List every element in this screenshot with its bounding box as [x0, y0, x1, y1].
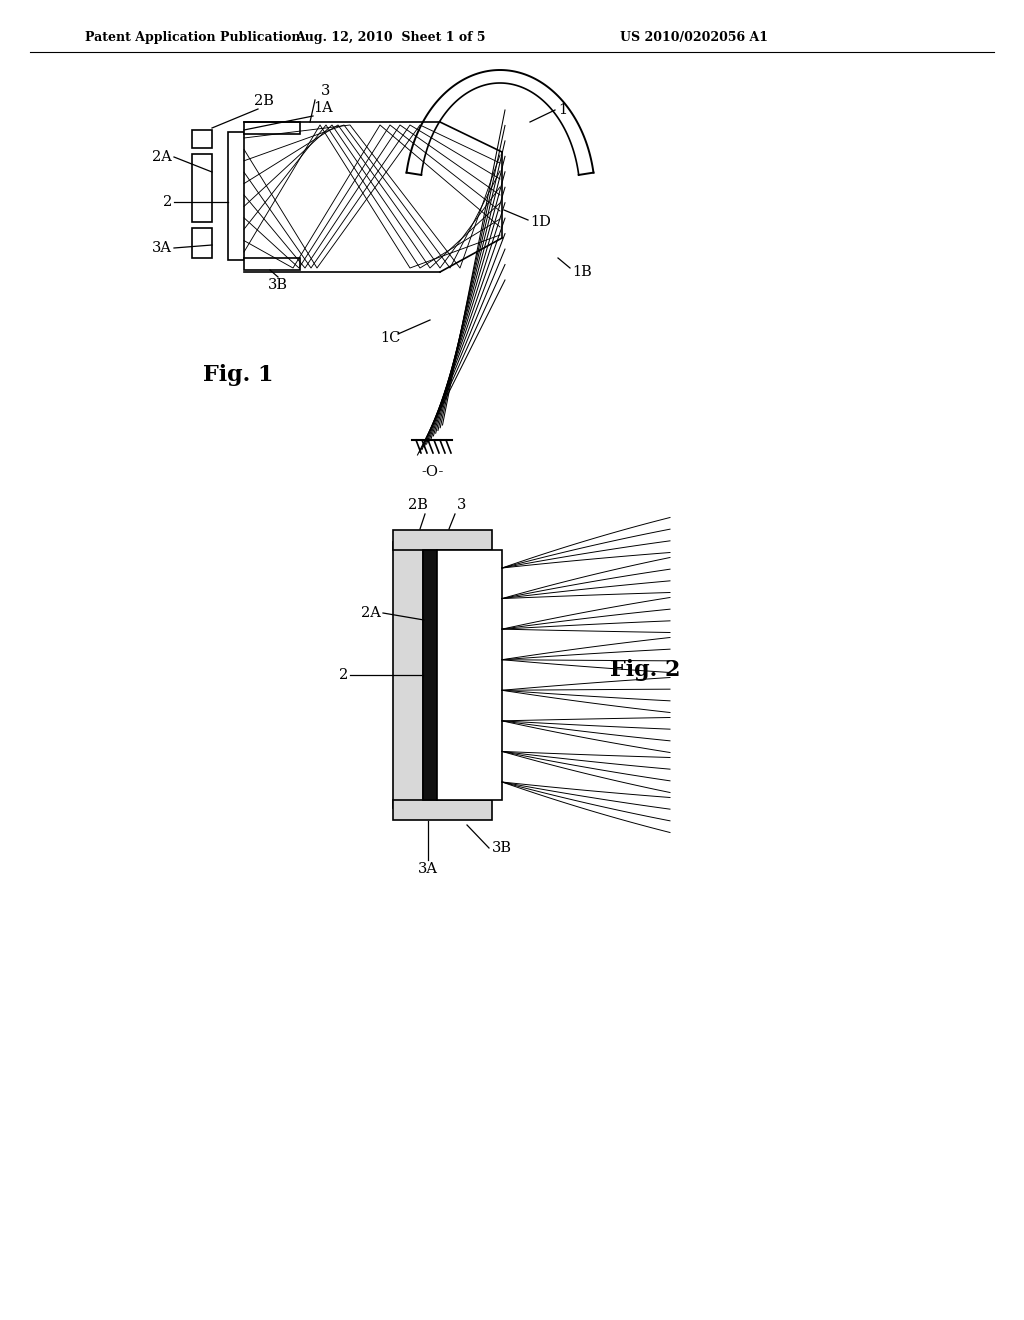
Text: 3B: 3B	[492, 841, 512, 855]
Text: 1D: 1D	[530, 215, 551, 228]
Text: 2: 2	[163, 195, 172, 209]
Text: 2B: 2B	[254, 94, 274, 108]
Bar	[228, 132, 244, 260]
Bar	[193, 228, 212, 257]
Bar	[244, 121, 300, 135]
Text: 3A: 3A	[152, 242, 172, 255]
Text: 3: 3	[322, 84, 331, 98]
Bar	[393, 531, 492, 550]
Bar	[437, 550, 502, 800]
Bar	[393, 543, 423, 808]
Text: 1: 1	[558, 103, 567, 117]
Bar	[193, 129, 212, 148]
Text: Patent Application Publication: Patent Application Publication	[85, 30, 300, 44]
Text: 1C: 1C	[380, 331, 400, 345]
Text: Fig. 2: Fig. 2	[609, 659, 680, 681]
Text: 2A: 2A	[361, 606, 381, 620]
Text: 2B: 2B	[408, 498, 428, 512]
Text: 3: 3	[457, 498, 466, 512]
Text: 1A: 1A	[313, 102, 333, 115]
Text: Fig. 1: Fig. 1	[203, 364, 273, 385]
Text: 1B: 1B	[572, 265, 592, 279]
Text: US 2010/0202056 A1: US 2010/0202056 A1	[620, 30, 768, 44]
Text: 3A: 3A	[418, 862, 438, 876]
Bar	[393, 800, 492, 820]
Bar	[423, 550, 437, 800]
Text: 2: 2	[339, 668, 348, 682]
Bar	[193, 154, 212, 222]
Text: 2A: 2A	[153, 150, 172, 164]
Text: 3B: 3B	[268, 279, 288, 292]
Text: Aug. 12, 2010  Sheet 1 of 5: Aug. 12, 2010 Sheet 1 of 5	[295, 30, 485, 44]
Text: -O-: -O-	[422, 465, 444, 479]
Bar	[244, 257, 300, 271]
